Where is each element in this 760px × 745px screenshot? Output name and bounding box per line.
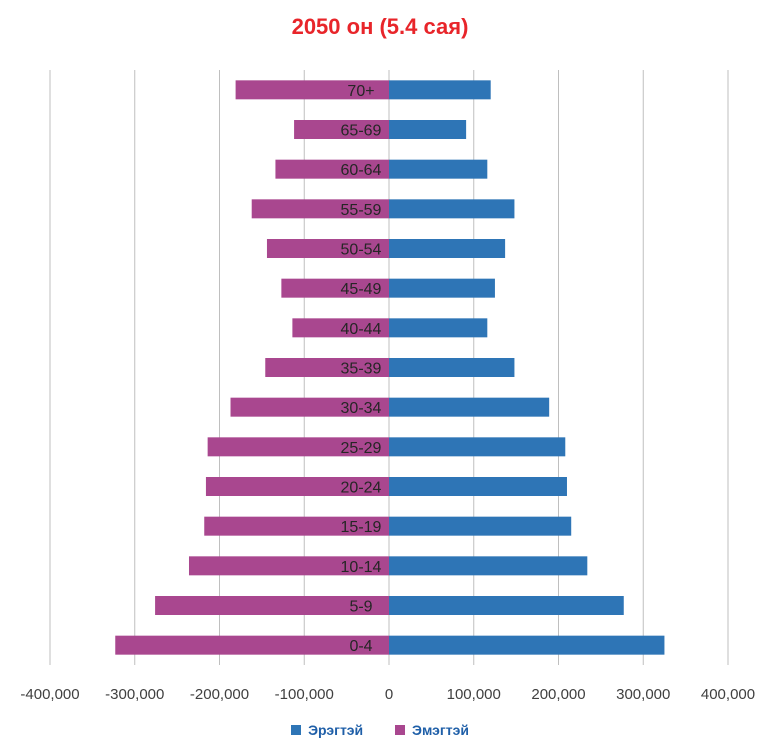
legend-swatch-male bbox=[291, 725, 302, 735]
bar-female-65-69 bbox=[294, 120, 389, 139]
x-tick-label-0: -400,000 bbox=[20, 686, 79, 703]
x-tick-label-5: 100,000 bbox=[447, 686, 501, 703]
category-label-40-44: 40-44 bbox=[341, 321, 382, 338]
bar-female-15-19 bbox=[204, 516, 389, 536]
bar-male-55-59 bbox=[389, 199, 515, 219]
x-tick-label-3: -100,000 bbox=[275, 686, 334, 703]
category-label-60-64: 60-64 bbox=[341, 162, 382, 179]
chart-legend: Эрэгтэй Эмэгтэй bbox=[0, 722, 760, 738]
bar-female-10-14 bbox=[188, 556, 389, 576]
x-tick-label-7: 300,000 bbox=[616, 686, 670, 703]
bar-female-55-59 bbox=[251, 199, 389, 219]
legend-swatch-female bbox=[395, 725, 406, 735]
bar-male-35-39 bbox=[389, 358, 515, 377]
bar-male-45-49 bbox=[389, 278, 495, 298]
category-label-35-39: 35-39 bbox=[341, 361, 382, 378]
category-label-25-29: 25-29 bbox=[341, 440, 382, 457]
bar-female-30-34 bbox=[230, 397, 389, 417]
category-label-70+: 70+ bbox=[347, 83, 374, 100]
bar-female-20-24 bbox=[205, 477, 389, 496]
category-label-30-34: 30-34 bbox=[341, 400, 382, 417]
bar-male-10-14 bbox=[389, 556, 588, 576]
category-label-10-14: 10-14 bbox=[341, 559, 382, 576]
bar-female-25-29 bbox=[207, 437, 389, 457]
bar-female-35-39 bbox=[265, 358, 389, 377]
category-label-5-9: 5-9 bbox=[349, 599, 372, 616]
bar-male-60-64 bbox=[389, 159, 488, 179]
x-tick-label-2: -200,000 bbox=[190, 686, 249, 703]
bar-male-15-19 bbox=[389, 516, 572, 536]
bar-female-60-64 bbox=[275, 159, 389, 179]
bar-male-65-69 bbox=[389, 120, 467, 139]
bar-male-30-34 bbox=[389, 397, 550, 417]
legend-label-female: Эмэгтэй bbox=[412, 722, 469, 738]
bar-male-20-24 bbox=[389, 477, 567, 496]
bar-female-45-49 bbox=[281, 278, 389, 298]
x-tick-label-4: 0 bbox=[385, 686, 393, 703]
bar-female-5-9 bbox=[155, 596, 389, 615]
bar-male-40-44 bbox=[389, 318, 488, 338]
category-label-50-54: 50-54 bbox=[341, 242, 382, 259]
category-label-65-69: 65-69 bbox=[341, 123, 382, 140]
category-label-15-19: 15-19 bbox=[341, 519, 382, 536]
category-label-20-24: 20-24 bbox=[341, 480, 382, 497]
category-label-0-4: 0-4 bbox=[349, 638, 372, 655]
bar-female-40-44 bbox=[292, 318, 389, 338]
category-label-55-59: 55-59 bbox=[341, 202, 382, 219]
legend-item-female: Эмэгтэй bbox=[395, 722, 469, 738]
legend-label-male: Эрэгтэй bbox=[308, 722, 364, 738]
bar-female-0-4 bbox=[115, 635, 389, 655]
category-label-45-49: 45-49 bbox=[341, 281, 382, 298]
x-tick-label-1: -300,000 bbox=[105, 686, 164, 703]
bar-male-5-9 bbox=[389, 596, 624, 615]
chart-plot: 0-4 5-9 10-14 15-19 20-24 25-29 30-34 35-39 40-4… bbox=[20, 70, 755, 703]
bar-male-70+ bbox=[389, 80, 491, 100]
x-tick-label-6: 200,000 bbox=[531, 686, 585, 703]
bar-male-25-29 bbox=[389, 437, 566, 457]
legend-item-male: Эрэгтэй bbox=[291, 722, 363, 738]
x-tick-label-8: 400,000 bbox=[701, 686, 755, 703]
bar-male-50-54 bbox=[389, 239, 506, 258]
bar-female-70+ bbox=[235, 80, 389, 100]
bar-male-0-4 bbox=[389, 635, 665, 655]
bar-female-50-54 bbox=[266, 239, 389, 258]
chart-title: 2050 он (5.4 сая) bbox=[291, 14, 469, 39]
